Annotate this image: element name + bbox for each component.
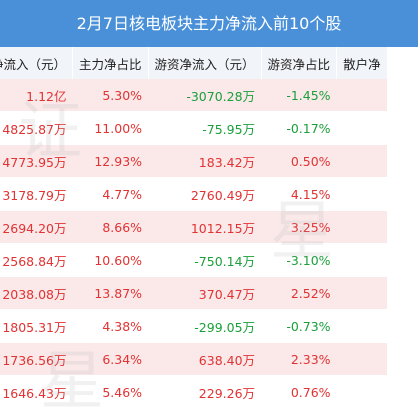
main-ratio-cell: 4.38% — [72, 309, 149, 343]
main-inflow-cell: 4825.87万 — [0, 111, 73, 145]
retail-cell — [336, 243, 388, 277]
table-row: 2694.20万 8.66% 1012.15万 3.25% — [0, 210, 388, 244]
main-inflow-cell: 1736.56万 — [0, 342, 73, 376]
hot-money-inflow-cell: 370.47万 — [148, 276, 262, 310]
main-inflow-cell: 2694.20万 — [0, 210, 73, 244]
header-hot-money-ratio: 游资净占比 — [261, 47, 338, 79]
header-main-ratio: 主力净占比 — [72, 47, 149, 79]
main-ratio-cell: 5.46% — [72, 375, 149, 409]
main-inflow-cell: 1805.31万 — [0, 309, 73, 343]
table-row: 1805.31万 4.38% -299.05万 -0.73% — [0, 309, 388, 343]
main-ratio-cell: 12.93% — [72, 144, 149, 178]
header-retail: 散户净 — [336, 47, 388, 79]
hot-money-ratio-cell: 0.50% — [261, 144, 337, 178]
retail-cell — [336, 210, 388, 244]
main-ratio-cell: 6.34% — [72, 342, 149, 376]
table-row: 1646.43万 5.46% 229.26万 0.76% — [0, 375, 388, 409]
retail-cell — [336, 144, 388, 178]
main-ratio-cell: 11.00% — [72, 111, 149, 145]
retail-cell — [336, 111, 388, 145]
retail-cell — [336, 309, 388, 343]
table-row: 1.12亿 5.30% -3070.28万 -1.45% — [0, 79, 388, 112]
main-inflow-cell: 4773.95万 — [0, 144, 73, 178]
table-row: 2038.08万 13.87% 370.47万 2.52% — [0, 276, 388, 310]
hot-money-inflow-cell: 1012.15万 — [148, 210, 262, 244]
table-header-row: 主力净流入（元） 主力净占比 游资净流入（元） 游资净占比 散户净 — [0, 47, 388, 79]
hot-money-inflow-cell: 229.26万 — [148, 375, 262, 409]
table-row: 2568.84万 10.60% -750.14万 -3.10% — [0, 243, 388, 277]
main-ratio-cell: 10.60% — [72, 243, 149, 277]
hot-money-ratio-cell: -1.45% — [261, 79, 337, 112]
hot-money-inflow-cell: -75.95万 — [148, 111, 262, 145]
main-inflow-cell: 1.12亿 — [0, 79, 73, 112]
hot-money-inflow-cell: 2760.49万 — [148, 177, 262, 211]
main-inflow-cell: 1646.43万 — [0, 375, 73, 409]
hot-money-ratio-cell: 4.15% — [261, 177, 337, 211]
retail-cell — [336, 177, 388, 211]
page-title: 2月7日核电板块主力净流入前10个股 — [0, 0, 418, 47]
hot-money-inflow-cell: -750.14万 — [148, 243, 262, 277]
main-inflow-cell: 3178.79万 — [0, 177, 73, 211]
main-ratio-cell: 4.77% — [72, 177, 149, 211]
table-row: 4773.95万 12.93% 183.42万 0.50% — [0, 144, 388, 178]
hot-money-ratio-cell: 2.33% — [261, 342, 337, 376]
table-row: 3178.79万 4.77% 2760.49万 4.15% — [0, 177, 388, 211]
hot-money-ratio-cell: 3.25% — [261, 210, 337, 244]
hot-money-ratio-cell: -0.17% — [261, 111, 337, 145]
hot-money-ratio-cell: 2.52% — [261, 276, 337, 310]
hot-money-inflow-cell: 638.40万 — [148, 342, 262, 376]
table-row: 1736.56万 6.34% 638.40万 2.33% — [0, 342, 388, 376]
retail-cell — [336, 342, 388, 376]
main-ratio-cell: 13.87% — [72, 276, 149, 310]
hot-money-ratio-cell: -3.10% — [261, 243, 337, 277]
header-hot-money-inflow: 游资净流入（元） — [148, 47, 262, 79]
retail-cell — [336, 79, 388, 112]
main-ratio-cell: 5.30% — [72, 79, 149, 112]
fund-flow-table: 主力净流入（元） 主力净占比 游资净流入（元） 游资净占比 散户净 1.12亿5… — [0, 47, 388, 409]
hot-money-inflow-cell: 183.42万 — [148, 144, 262, 178]
table-row: 4825.87万 11.00% -75.95万 -0.17% — [0, 111, 388, 145]
main-inflow-cell: 2568.84万 — [0, 243, 73, 277]
retail-cell — [336, 276, 388, 310]
header-main-inflow: 主力净流入（元） — [0, 47, 74, 79]
hot-money-inflow-cell: -299.05万 — [148, 309, 262, 343]
main-inflow-cell: 2038.08万 — [0, 276, 73, 310]
retail-cell — [336, 375, 388, 409]
main-ratio-cell: 8.66% — [72, 210, 149, 244]
hot-money-inflow-cell: -3070.28万 — [148, 79, 262, 112]
hot-money-ratio-cell: 0.76% — [261, 375, 337, 409]
hot-money-ratio-cell: -0.73% — [261, 309, 337, 343]
